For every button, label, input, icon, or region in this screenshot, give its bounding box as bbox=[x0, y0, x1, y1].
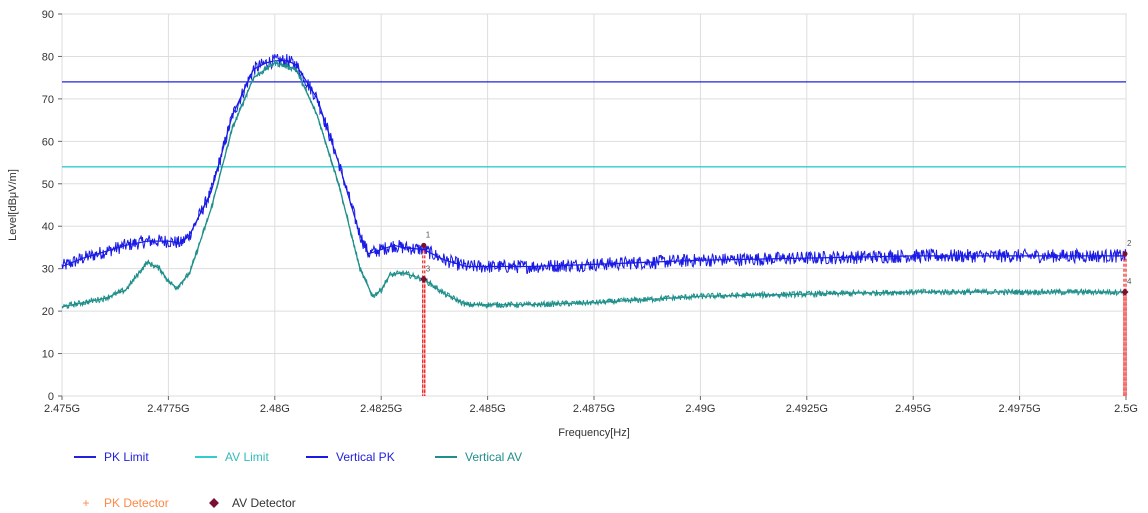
legend-label: Vertical PK bbox=[336, 450, 395, 464]
detector-markers: 1 2 3 4 bbox=[420, 230, 1132, 396]
y-tick-label: 30 bbox=[42, 264, 54, 276]
x-tick-label: 2.4875G bbox=[573, 403, 615, 415]
x-tick-label: 2.4975G bbox=[998, 403, 1040, 415]
grid bbox=[61, 13, 1127, 397]
pk-detector-symbol: + bbox=[82, 496, 89, 510]
x-tick-label: 2.4775G bbox=[147, 403, 189, 415]
series-envelope-vertical-pk bbox=[61, 60, 1126, 268]
legend-label: Vertical AV bbox=[465, 450, 522, 464]
limit-lines bbox=[62, 81, 1126, 168]
y-tick-label: 90 bbox=[42, 9, 54, 21]
x-tick-label: 2.49G bbox=[685, 403, 715, 415]
legend-label: AV Limit bbox=[225, 450, 269, 464]
series-envelope-vertical-av bbox=[61, 62, 1126, 308]
x-tick-label: 2.48G bbox=[260, 403, 290, 415]
y-tick-label: 10 bbox=[42, 349, 54, 361]
marker-label: 3 bbox=[426, 264, 431, 273]
x-tick-label: 2.485G bbox=[470, 403, 506, 415]
legend-label: PK Detector bbox=[104, 496, 169, 510]
x-tick-label: 2.475G bbox=[44, 403, 80, 415]
y-tick-label: 0 bbox=[48, 391, 54, 403]
x-axis-title: Frequency[Hz] bbox=[558, 427, 630, 439]
marker-label: 1 bbox=[426, 230, 431, 239]
legend-label: AV Detector bbox=[232, 496, 296, 510]
x-tick-label: 2.5G bbox=[1114, 403, 1138, 415]
x-tick-label: 2.4925G bbox=[786, 403, 828, 415]
y-tick-label: 60 bbox=[42, 136, 54, 148]
marker-label: 2 bbox=[1127, 239, 1132, 248]
pk-detector-point bbox=[421, 242, 427, 248]
y-tick-label: 20 bbox=[42, 306, 54, 318]
av-detector-point bbox=[420, 275, 428, 283]
x-tick-label: 2.495G bbox=[895, 403, 931, 415]
y-tick-label: 80 bbox=[42, 51, 54, 63]
legend: PK Limit AV Limit Vertical PK Vertical AV + P… bbox=[74, 450, 522, 510]
axis-ticks: 2.475G 2.4775G 2.48G 2.4825G 2.485G 2.4875G 2.… bbox=[42, 9, 1138, 415]
y-tick-label: 50 bbox=[42, 179, 54, 191]
y-tick-label: 70 bbox=[42, 94, 54, 106]
data-series bbox=[61, 53, 1127, 310]
x-tick-label: 2.4825G bbox=[360, 403, 402, 415]
y-tick-label: 40 bbox=[42, 221, 54, 233]
marker-label: 4 bbox=[1127, 277, 1132, 286]
av-detector-symbol bbox=[209, 498, 219, 508]
pk-detector-point bbox=[1122, 251, 1128, 257]
legend-label: PK Limit bbox=[104, 450, 149, 464]
y-axis-title: Level[dBμV/m] bbox=[7, 169, 19, 241]
